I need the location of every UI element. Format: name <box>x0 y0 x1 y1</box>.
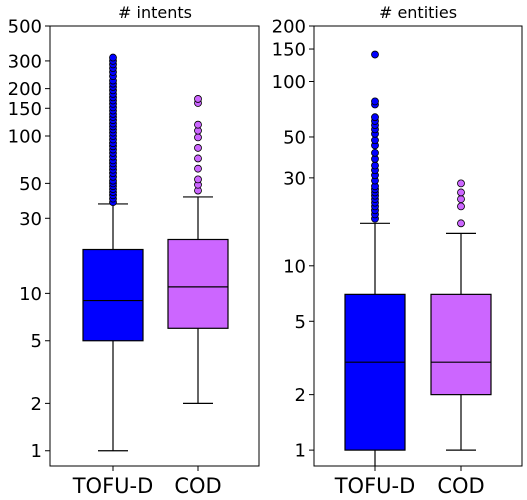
outlier-point <box>194 95 202 103</box>
outlier-point <box>194 133 202 142</box>
outlier-point <box>371 97 379 106</box>
outlier-point <box>371 136 379 145</box>
y-tick-label: 100 <box>272 72 306 93</box>
y-tick-label: 5 <box>31 331 42 352</box>
y-tick-label: 1 <box>31 441 42 462</box>
outlier-point <box>194 175 202 184</box>
x-tick-label: TOFU-D <box>72 474 154 498</box>
y-tick-label: 150 <box>8 99 42 120</box>
chart-title: # entities <box>379 3 457 22</box>
y-tick-label: 10 <box>283 256 306 277</box>
outlier-point <box>371 50 379 59</box>
y-tick-label: 2 <box>31 394 42 415</box>
box-tofu-d <box>82 53 144 452</box>
y-tick-label: 50 <box>19 174 42 195</box>
y-tick-label: 1 <box>295 441 306 462</box>
outlier-point <box>194 154 202 163</box>
outlier-point <box>371 148 379 157</box>
outlier-point <box>457 202 465 211</box>
outlier-point <box>194 144 202 152</box>
axes-frame <box>49 25 260 467</box>
outlier-point <box>457 179 465 188</box>
outlier-point <box>457 219 465 228</box>
y-tick-label: 30 <box>19 209 42 230</box>
y-tick-label: 2 <box>295 385 306 406</box>
plot-content <box>344 50 492 466</box>
outlier-point <box>457 195 465 204</box>
x-tick-label: TOFU-D <box>334 474 416 498</box>
outlier-point <box>194 120 202 129</box>
plot-content <box>82 53 229 452</box>
y-tick-label: 300 <box>8 51 42 72</box>
y-tick-label: 30 <box>283 168 306 189</box>
y-tick-label: 50 <box>283 127 306 148</box>
iqr-box <box>167 238 229 329</box>
iqr-box <box>430 293 492 396</box>
y-tick-label: 10 <box>19 284 42 305</box>
iqr-box <box>344 293 406 451</box>
box-cod <box>430 179 492 451</box>
outlier-point <box>194 164 202 173</box>
y-tick-label: 200 <box>272 17 306 38</box>
outlier-point <box>109 53 117 62</box>
box-cod <box>167 95 229 404</box>
x-tick-label: COD <box>174 474 221 498</box>
y-tick-label: 200 <box>8 79 42 100</box>
outlier-point <box>457 188 465 197</box>
outlier-point <box>371 161 379 170</box>
iqr-box <box>82 248 144 342</box>
axes-frame <box>313 25 523 467</box>
y-tick-label: 500 <box>8 17 42 38</box>
y-tick-label: 150 <box>272 40 306 61</box>
y-tick-label: 100 <box>8 127 42 148</box>
outlier-point <box>371 113 379 122</box>
x-tick-label: COD <box>437 474 484 498</box>
chart-title: # intents <box>118 3 192 22</box>
y-tick-label: 5 <box>295 312 306 333</box>
box-tofu-d <box>344 50 406 466</box>
